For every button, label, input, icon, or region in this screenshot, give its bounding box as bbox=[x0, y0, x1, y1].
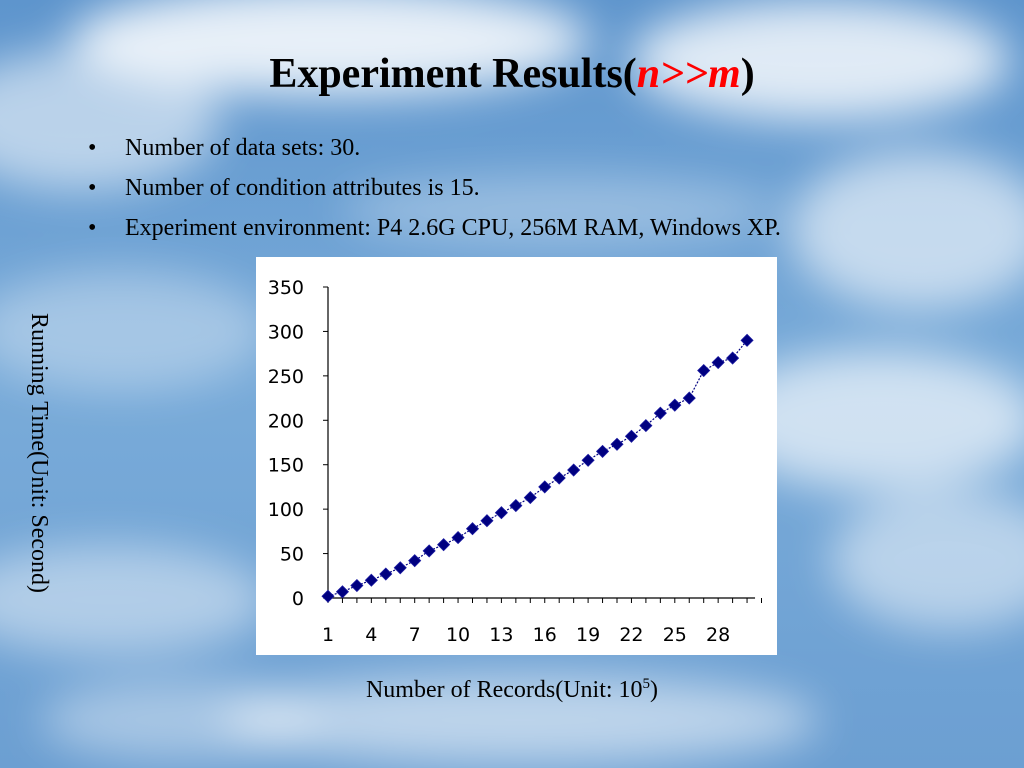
x-axis-label-exponent: 5 bbox=[642, 676, 651, 692]
data-point-marker bbox=[335, 585, 350, 599]
data-point-marker bbox=[740, 333, 754, 347]
y-tick-label: 0 bbox=[292, 588, 304, 610]
data-point-marker bbox=[379, 567, 393, 581]
data-point-marker bbox=[422, 544, 436, 558]
y-tick-label: 200 bbox=[268, 410, 304, 432]
bullet-dot-icon: • bbox=[88, 175, 97, 201]
x-tick-label: 22 bbox=[619, 624, 643, 646]
x-tick-label: 10 bbox=[446, 624, 470, 646]
title-emphasis: n>>m bbox=[636, 51, 741, 97]
data-point-marker bbox=[552, 471, 566, 485]
x-tick-label: 1 bbox=[322, 624, 334, 646]
data-point-marker bbox=[494, 506, 508, 520]
bullet-dot-icon: • bbox=[88, 135, 97, 161]
bullet-text: Experiment environment: P4 2.6G CPU, 256… bbox=[125, 215, 781, 241]
data-point-marker bbox=[653, 406, 667, 420]
x-tick-label: 19 bbox=[576, 624, 600, 646]
y-tick-label: 250 bbox=[268, 366, 304, 388]
x-axis-label-text: Number of Records(Unit: 10 bbox=[365, 677, 643, 703]
data-point-marker bbox=[610, 437, 624, 451]
data-point-marker bbox=[711, 355, 725, 370]
data-point-marker bbox=[581, 453, 595, 467]
y-tick-label: 150 bbox=[268, 455, 304, 477]
bullet-item: • Experiment environment: P4 2.6G CPU, 25… bbox=[88, 214, 781, 242]
data-point-marker bbox=[697, 363, 711, 378]
x-axis-label-end: ) bbox=[650, 677, 659, 703]
x-tick-label: 7 bbox=[409, 624, 421, 646]
data-point-marker bbox=[668, 398, 682, 412]
data-point-marker bbox=[682, 391, 696, 405]
data-point-marker bbox=[465, 522, 480, 536]
x-tick-label: 25 bbox=[663, 624, 687, 646]
data-point-marker bbox=[393, 561, 407, 575]
bullet-item: • Number of condition attributes is 15. bbox=[88, 174, 781, 202]
data-point-marker bbox=[624, 429, 639, 443]
series-line bbox=[327, 339, 748, 597]
data-point-marker bbox=[437, 538, 451, 552]
x-tick-label: 16 bbox=[533, 624, 557, 646]
x-tick-label: 4 bbox=[365, 624, 377, 646]
data-point-marker bbox=[538, 480, 552, 494]
bullet-list: • Number of data sets: 30. • Number of con… bbox=[88, 134, 781, 254]
bullet-dot-icon: • bbox=[88, 215, 97, 241]
title-suffix: ) bbox=[740, 51, 755, 97]
line-chart: 0 50 100 150 200 250 300 350 1 4 7 10 13 16 19 22 25 28 bbox=[268, 277, 762, 646]
slide-title: Experiment Results(n>>m) bbox=[0, 50, 1024, 98]
data-point-marker bbox=[364, 573, 378, 587]
x-tick-label: 28 bbox=[706, 624, 730, 646]
data-point-marker bbox=[408, 554, 422, 568]
data-point-marker bbox=[567, 463, 581, 477]
y-tick-label: 350 bbox=[268, 277, 304, 299]
bullet-text: Number of condition attributes is 15. bbox=[125, 175, 480, 201]
chart-panel: 0 50 100 150 200 250 300 350 1 4 7 10 13 16 19 22 25 28 bbox=[256, 257, 777, 655]
x-axis-label: Number of Records(Unit: 105) bbox=[256, 676, 768, 704]
data-point-marker bbox=[451, 531, 465, 545]
title-prefix: Experiment Results( bbox=[269, 51, 637, 97]
y-axis-label: Running Time(Unit: Second) bbox=[26, 312, 52, 594]
bullet-text: Number of data sets: 30. bbox=[125, 135, 361, 161]
bullet-item: • Number of data sets: 30. bbox=[88, 134, 781, 162]
y-tick-label: 50 bbox=[280, 544, 304, 566]
data-point-marker bbox=[480, 514, 494, 528]
data-point-marker bbox=[350, 578, 364, 593]
y-tick-label: 100 bbox=[268, 499, 304, 521]
data-point-marker bbox=[509, 499, 523, 513]
data-point-marker bbox=[639, 419, 653, 433]
y-tick-label: 300 bbox=[268, 321, 304, 343]
data-point-marker bbox=[523, 491, 537, 505]
x-tick-label: 13 bbox=[489, 624, 513, 646]
data-point-marker bbox=[595, 444, 610, 458]
data-point-marker bbox=[726, 351, 740, 365]
data-point-marker bbox=[321, 589, 335, 603]
